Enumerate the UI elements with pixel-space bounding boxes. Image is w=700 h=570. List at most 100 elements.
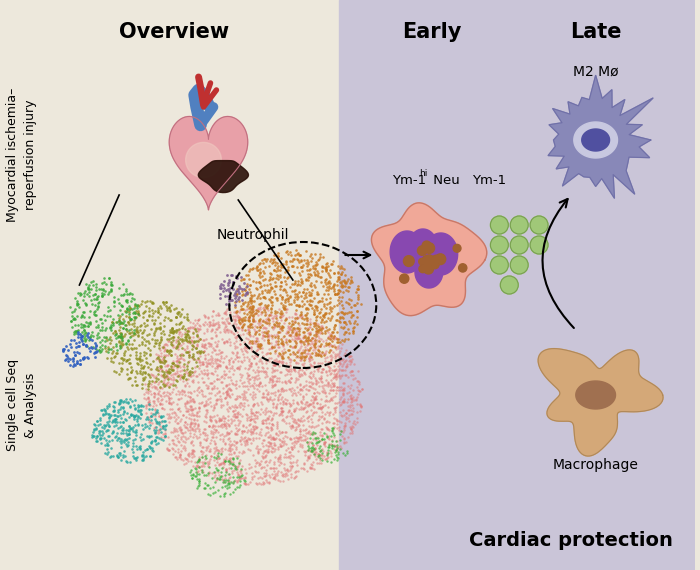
Point	[172, 372, 183, 381]
Point	[332, 337, 343, 346]
Point	[194, 475, 205, 484]
Point	[290, 338, 302, 347]
Point	[78, 353, 89, 362]
Point	[176, 341, 187, 350]
Point	[256, 451, 267, 461]
Point	[155, 357, 166, 367]
Point	[134, 408, 146, 417]
Point	[312, 350, 323, 359]
Point	[313, 363, 324, 372]
Point	[132, 306, 144, 315]
Point	[247, 315, 258, 324]
Point	[304, 336, 316, 345]
Point	[144, 339, 155, 348]
Point	[282, 327, 293, 336]
Point	[174, 367, 186, 376]
Point	[212, 374, 223, 383]
Point	[287, 421, 298, 430]
Point	[309, 263, 321, 272]
Point	[151, 384, 162, 393]
Point	[107, 427, 118, 436]
Point	[328, 268, 339, 278]
Point	[281, 290, 293, 299]
Polygon shape	[198, 161, 248, 193]
Point	[328, 433, 339, 442]
Point	[315, 445, 326, 454]
Point	[260, 328, 271, 337]
Point	[91, 437, 102, 446]
Point	[136, 340, 147, 349]
Point	[181, 335, 192, 344]
Point	[269, 286, 280, 295]
Point	[302, 413, 313, 422]
Point	[166, 328, 177, 337]
Point	[272, 251, 284, 260]
Point	[211, 457, 223, 466]
Point	[178, 365, 190, 374]
Point	[170, 453, 181, 462]
Point	[108, 397, 120, 406]
Point	[330, 385, 342, 394]
Point	[308, 330, 319, 339]
Point	[306, 447, 317, 456]
Point	[97, 278, 108, 287]
Point	[71, 296, 83, 306]
Point	[315, 325, 326, 335]
Point	[253, 305, 264, 314]
Point	[240, 394, 251, 404]
Point	[270, 321, 281, 330]
Point	[168, 356, 179, 365]
Point	[155, 417, 167, 426]
Point	[314, 308, 325, 317]
Point	[293, 255, 304, 264]
Point	[78, 292, 90, 301]
Point	[183, 327, 195, 336]
Point	[306, 429, 317, 438]
Point	[265, 373, 276, 382]
Point	[321, 391, 332, 400]
Point	[228, 403, 239, 412]
Bar	[0, 0, 339, 570]
Point	[258, 471, 270, 481]
Point	[156, 396, 167, 405]
Point	[342, 360, 353, 369]
Point	[164, 331, 175, 340]
Point	[184, 423, 195, 432]
Point	[212, 466, 223, 475]
Point	[216, 397, 227, 406]
Point	[340, 408, 351, 417]
Point	[240, 387, 251, 396]
Point	[321, 338, 332, 347]
Point	[256, 463, 267, 472]
Point	[153, 438, 164, 447]
Point	[117, 436, 128, 445]
Point	[277, 300, 288, 310]
Point	[295, 384, 307, 393]
Point	[298, 425, 309, 434]
Point	[234, 402, 246, 411]
Point	[272, 252, 284, 261]
Point	[309, 388, 320, 397]
Point	[293, 334, 304, 343]
Point	[170, 325, 181, 334]
Point	[261, 302, 272, 311]
Point	[324, 432, 335, 441]
Point	[311, 395, 322, 404]
Point	[238, 426, 249, 435]
Point	[204, 468, 215, 477]
Point	[116, 358, 127, 367]
Point	[75, 312, 86, 321]
Point	[181, 412, 192, 421]
Point	[331, 310, 342, 319]
Point	[111, 450, 122, 459]
Point	[245, 390, 256, 399]
Point	[302, 397, 313, 406]
Point	[125, 332, 136, 341]
Point	[323, 357, 335, 367]
Point	[351, 413, 363, 422]
Point	[223, 430, 234, 439]
Point	[191, 461, 202, 470]
Point	[78, 325, 90, 335]
Point	[328, 370, 339, 379]
Point	[312, 358, 323, 367]
